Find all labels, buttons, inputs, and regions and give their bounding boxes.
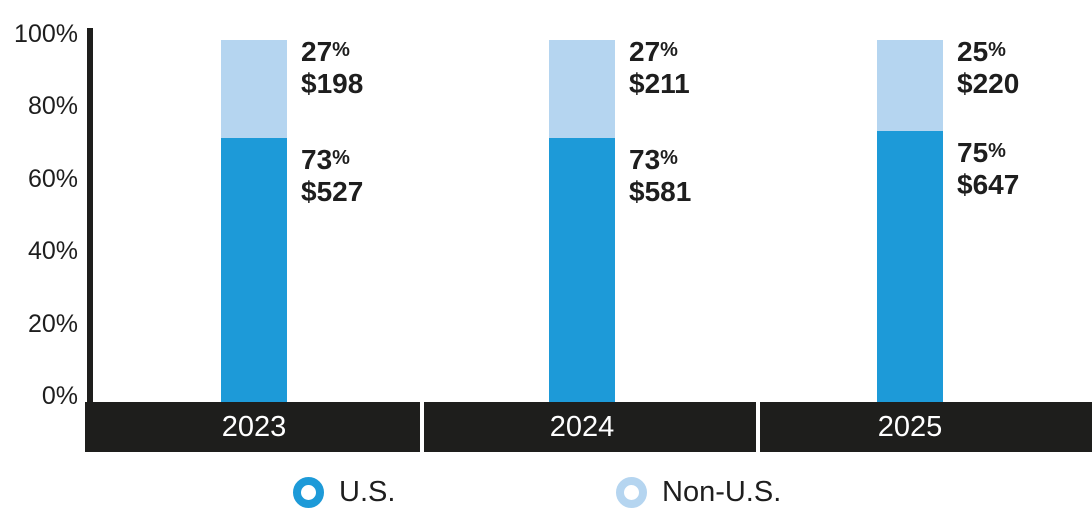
bar-label-amount: $581 [629,175,692,207]
bar-segment-non-us [221,40,287,138]
year-label: 2023 [221,411,287,443]
y-axis-tick-label: 100% [14,20,78,48]
x-axis-band: 2023 2024 2025 [85,402,1092,452]
bar-segment-us [877,130,943,402]
stacked-bar [877,40,943,402]
bar-label-amount: $527 [301,175,364,207]
pct-value: 25 [957,36,989,67]
pct-sign: % [332,39,350,61]
y-axis-tick-label: 60% [27,164,78,193]
stacked-bar [549,40,615,402]
bar-label-pct: 25% [957,34,1019,68]
pct-value: 75 [957,136,989,168]
y-axis-tick-label: 20% [27,309,78,338]
stacked-bar [221,40,287,402]
bar-segment-us [221,137,287,402]
year-label: 2024 [549,411,615,443]
bar-segment-non-us [549,40,615,138]
legend-item-non-us: Non-U.S. [616,477,781,508]
year-label: 2025 [877,411,943,443]
legend-item-us: U.S. [293,477,395,508]
pct-value: 73 [629,143,661,175]
y-axis-tick-label: 0% [41,382,78,410]
bar-label-us: 73% $581 [629,142,691,208]
y-axis-tick-label: 40% [27,237,78,266]
x-axis-divider [420,402,424,452]
y-axis-tick-label: 80% [27,92,78,121]
pct-value: 73 [301,143,333,175]
pct-sign: % [988,39,1006,61]
pct-sign: % [660,146,678,169]
legend-label: U.S. [339,476,396,508]
bar-label-pct: 27% [629,34,690,68]
pct-value: 27 [301,36,333,67]
bar-label-amount: $198 [301,68,364,99]
bar-label-us: 73% $527 [301,142,363,208]
bar-label-non-us: 27% $198 [301,34,363,100]
bar-label-non-us: 25% $220 [957,34,1019,100]
bar-label-us: 75% $647 [957,135,1019,201]
non-us-donut-icon [616,477,647,508]
us-donut-icon [293,477,324,508]
bar-label-amount: $220 [957,68,1020,99]
bar-segment-us [549,137,615,402]
pct-sign: % [660,39,678,61]
legend-label: Non-U.S. [662,476,782,508]
bar-label-non-us: 27% $211 [629,34,690,100]
bar-label-pct: 75% [957,135,1019,169]
pct-value: 27 [629,36,661,67]
x-axis-divider [756,402,760,452]
bar-label-amount: $647 [957,168,1020,200]
bar-label-pct: 27% [301,34,363,68]
pct-sign: % [988,139,1006,162]
y-axis-line [87,28,93,402]
bar-label-pct: 73% [301,142,363,176]
pct-sign: % [332,146,350,169]
bar-label-pct: 73% [629,142,691,176]
bar-label-amount: $211 [629,68,690,99]
bar-segment-non-us [877,40,943,131]
